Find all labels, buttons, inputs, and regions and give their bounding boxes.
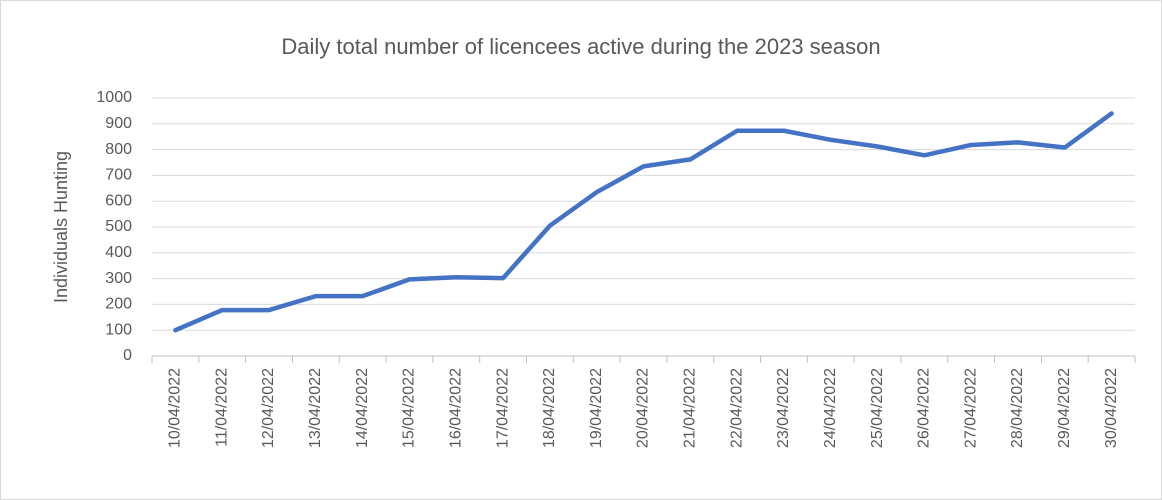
y-tick-label: 900 xyxy=(105,115,132,132)
x-tick-label: 27/04/2022 xyxy=(962,368,979,448)
y-tick-label: 400 xyxy=(105,244,132,261)
y-tick-label: 100 xyxy=(105,321,132,338)
x-tick-label: 17/04/2022 xyxy=(494,368,511,448)
x-tick-label: 10/04/2022 xyxy=(167,368,184,448)
x-tick-label: 11/04/2022 xyxy=(213,368,230,447)
x-tick-label: 14/04/2022 xyxy=(354,368,371,448)
y-tick-label: 800 xyxy=(105,141,132,158)
y-tick-label: 300 xyxy=(105,270,132,287)
x-tick-label: 29/04/2022 xyxy=(1056,368,1073,448)
x-tick-label: 22/04/2022 xyxy=(728,368,745,448)
x-tick-label: 26/04/2022 xyxy=(916,368,933,448)
x-tick-label: 18/04/2022 xyxy=(541,368,558,448)
x-tick-label: 19/04/2022 xyxy=(588,368,605,448)
y-tick-label: 500 xyxy=(105,218,132,235)
x-tick-label: 24/04/2022 xyxy=(822,368,839,448)
y-axis-label: Individuals Hunting xyxy=(51,151,71,303)
x-tick-label: 30/04/2022 xyxy=(1103,368,1120,448)
x-tick-label: 12/04/2022 xyxy=(260,368,277,448)
x-tick-label: 20/04/2022 xyxy=(635,368,652,448)
x-tick-label: 21/04/2022 xyxy=(682,368,699,448)
y-tick-label: 200 xyxy=(105,296,132,313)
x-tick-label: 15/04/2022 xyxy=(401,368,418,448)
y-tick-label: 1000 xyxy=(96,89,132,106)
x-tick-label: 25/04/2022 xyxy=(869,368,886,448)
chart-title: Daily total number of licencees active d… xyxy=(281,34,880,59)
x-tick-label: 16/04/2022 xyxy=(447,368,464,448)
y-tick-label: 0 xyxy=(123,347,132,364)
y-tick-label: 700 xyxy=(105,167,132,184)
x-tick-label: 28/04/2022 xyxy=(1009,368,1026,448)
x-tick-label: 23/04/2022 xyxy=(775,368,792,448)
line-series xyxy=(173,111,1114,333)
x-tick-label: 13/04/2022 xyxy=(307,368,324,448)
y-tick-label: 600 xyxy=(105,192,132,209)
